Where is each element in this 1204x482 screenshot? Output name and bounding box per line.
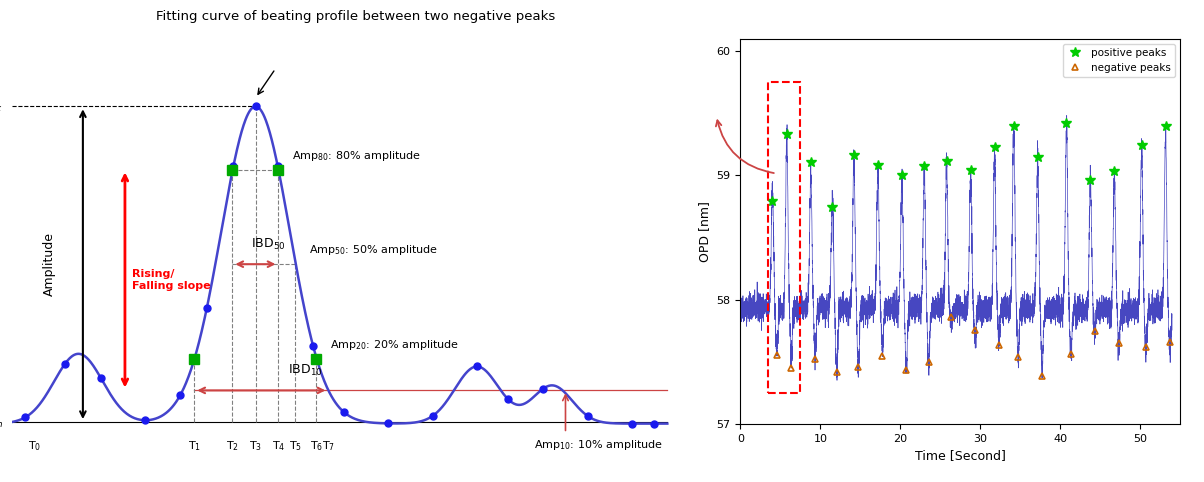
negative peaks bbox=[968, 327, 982, 333]
positive peaks bbox=[825, 204, 839, 210]
Text: Amp$_{max}$: Amp$_{max}$ bbox=[0, 98, 4, 114]
negative peaks bbox=[1139, 345, 1153, 350]
negative peaks bbox=[1163, 339, 1178, 345]
Y-axis label: OPD [nm]: OPD [nm] bbox=[698, 201, 712, 262]
Text: Amp$_{50}$: 50% amplitude: Amp$_{50}$: 50% amplitude bbox=[308, 243, 438, 257]
positive peaks bbox=[987, 144, 1002, 149]
Text: Amplitude: Amplitude bbox=[43, 232, 57, 296]
Text: T$_0$: T$_0$ bbox=[28, 439, 41, 453]
positive peaks bbox=[766, 198, 780, 203]
Text: IBD$_{50}$: IBD$_{50}$ bbox=[252, 237, 287, 252]
negative peaks bbox=[1035, 373, 1050, 378]
negative peaks bbox=[1011, 354, 1026, 360]
Title: Fitting curve of beating profile between two negative peaks: Fitting curve of beating profile between… bbox=[155, 10, 555, 23]
negative peaks bbox=[1111, 340, 1126, 346]
Text: IBD$_{10}$: IBD$_{10}$ bbox=[288, 363, 323, 378]
negative peaks bbox=[992, 342, 1007, 348]
negative peaks bbox=[808, 356, 822, 362]
positive peaks bbox=[1108, 168, 1122, 174]
Legend: positive peaks, negative peaks: positive peaks, negative peaks bbox=[1063, 44, 1175, 77]
Text: Amp$_{min}$: Amp$_{min}$ bbox=[0, 414, 4, 430]
positive peaks bbox=[917, 163, 932, 169]
Text: Rising/
Falling slope: Rising/ Falling slope bbox=[131, 269, 211, 291]
positive peaks bbox=[1134, 142, 1149, 148]
negative peaks bbox=[830, 369, 844, 375]
Text: Amp$_{80}$: 80% amplitude: Amp$_{80}$: 80% amplitude bbox=[291, 148, 420, 162]
Bar bbox=[768, 82, 801, 393]
Text: T$_1$: T$_1$ bbox=[188, 439, 201, 453]
positive peaks bbox=[803, 159, 818, 164]
positive peaks bbox=[1031, 155, 1045, 161]
positive peaks bbox=[963, 167, 978, 173]
negative peaks bbox=[875, 353, 890, 359]
negative peaks bbox=[769, 352, 784, 358]
positive peaks bbox=[846, 152, 861, 158]
positive peaks bbox=[939, 158, 954, 164]
positive peaks bbox=[870, 162, 885, 168]
positive peaks bbox=[1084, 177, 1098, 183]
Text: T$_3$: T$_3$ bbox=[249, 439, 262, 453]
Text: T$_4$: T$_4$ bbox=[272, 439, 285, 453]
positive peaks bbox=[779, 131, 793, 136]
positive peaks bbox=[895, 172, 909, 178]
Line: positive peaks: positive peaks bbox=[768, 119, 1170, 212]
Text: T$_6$: T$_6$ bbox=[309, 439, 323, 453]
Line: negative peaks: negative peaks bbox=[773, 314, 1174, 379]
X-axis label: Time [Second]: Time [Second] bbox=[915, 449, 1005, 462]
Text: T$_2$: T$_2$ bbox=[226, 439, 238, 453]
negative peaks bbox=[921, 359, 936, 365]
negative peaks bbox=[944, 314, 958, 320]
negative peaks bbox=[899, 367, 914, 373]
negative peaks bbox=[1087, 328, 1102, 334]
positive peaks bbox=[1158, 123, 1173, 129]
Text: T$_5$: T$_5$ bbox=[289, 439, 302, 453]
Text: Amp$_{20}$: 20% amplitude: Amp$_{20}$: 20% amplitude bbox=[330, 338, 459, 352]
negative peaks bbox=[851, 364, 866, 370]
Text: Amp$_{10}$: 10% amplitude: Amp$_{10}$: 10% amplitude bbox=[535, 439, 663, 453]
positive peaks bbox=[1060, 120, 1074, 126]
positive peaks bbox=[1007, 123, 1021, 129]
negative peaks bbox=[784, 365, 798, 371]
negative peaks bbox=[1063, 351, 1078, 357]
Text: T$_7$: T$_7$ bbox=[321, 439, 335, 453]
